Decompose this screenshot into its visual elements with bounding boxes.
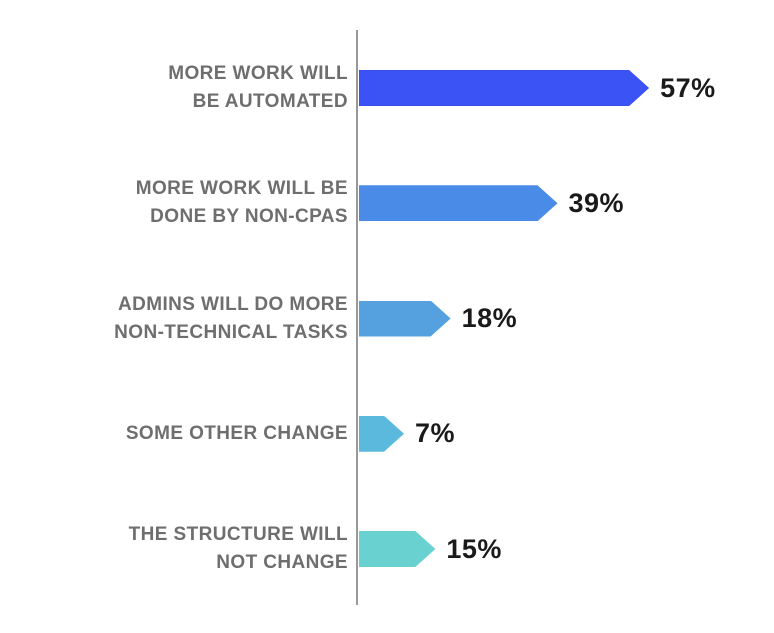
bar-row: THE STRUCTURE WILL NOT CHANGE 15%: [0, 492, 774, 606]
vertical-axis-line: [356, 30, 358, 605]
category-label: ADMINS WILL DO MORE NON-TECHNICAL TASKS: [114, 293, 348, 343]
bar-row: ADMINS WILL DO MORE NON-TECHNICAL TASKS 1…: [0, 262, 774, 376]
bar-arrow: [359, 301, 451, 337]
value-label: 18%: [461, 303, 518, 333]
bar-arrow: [359, 531, 435, 567]
bar-wrap: 57%: [359, 70, 716, 106]
bar-row: MORE WORK WILL BE DONE BY NON-CPAS 39%: [0, 146, 774, 260]
bar-row: MORE WORK WILL BE AUTOMATED 57%: [0, 31, 774, 145]
category-label: MORE WORK WILL BE AUTOMATED: [168, 63, 348, 112]
category-label: SOME OTHER CHANGE: [125, 422, 348, 444]
category-label: MORE WORK WILL BE DONE BY NON-CPAS: [135, 178, 348, 228]
bar-row: SOME OTHER CHANGE 7%: [0, 377, 774, 491]
category-label: THE STRUCTURE WILL NOT CHANGE: [128, 524, 348, 573]
value-label: 39%: [568, 187, 625, 218]
value-label: 7%: [415, 418, 456, 449]
bar-arrow: [359, 70, 649, 106]
bar-wrap: 15%: [359, 531, 502, 567]
bar-wrap: 39%: [359, 185, 624, 221]
value-label: 15%: [446, 533, 502, 564]
bar-wrap: 7%: [359, 416, 455, 452]
bar-arrow: [359, 416, 404, 452]
value-label: 57%: [660, 72, 716, 103]
bar-wrap: 18%: [359, 301, 517, 337]
bar-arrow: [359, 185, 558, 221]
